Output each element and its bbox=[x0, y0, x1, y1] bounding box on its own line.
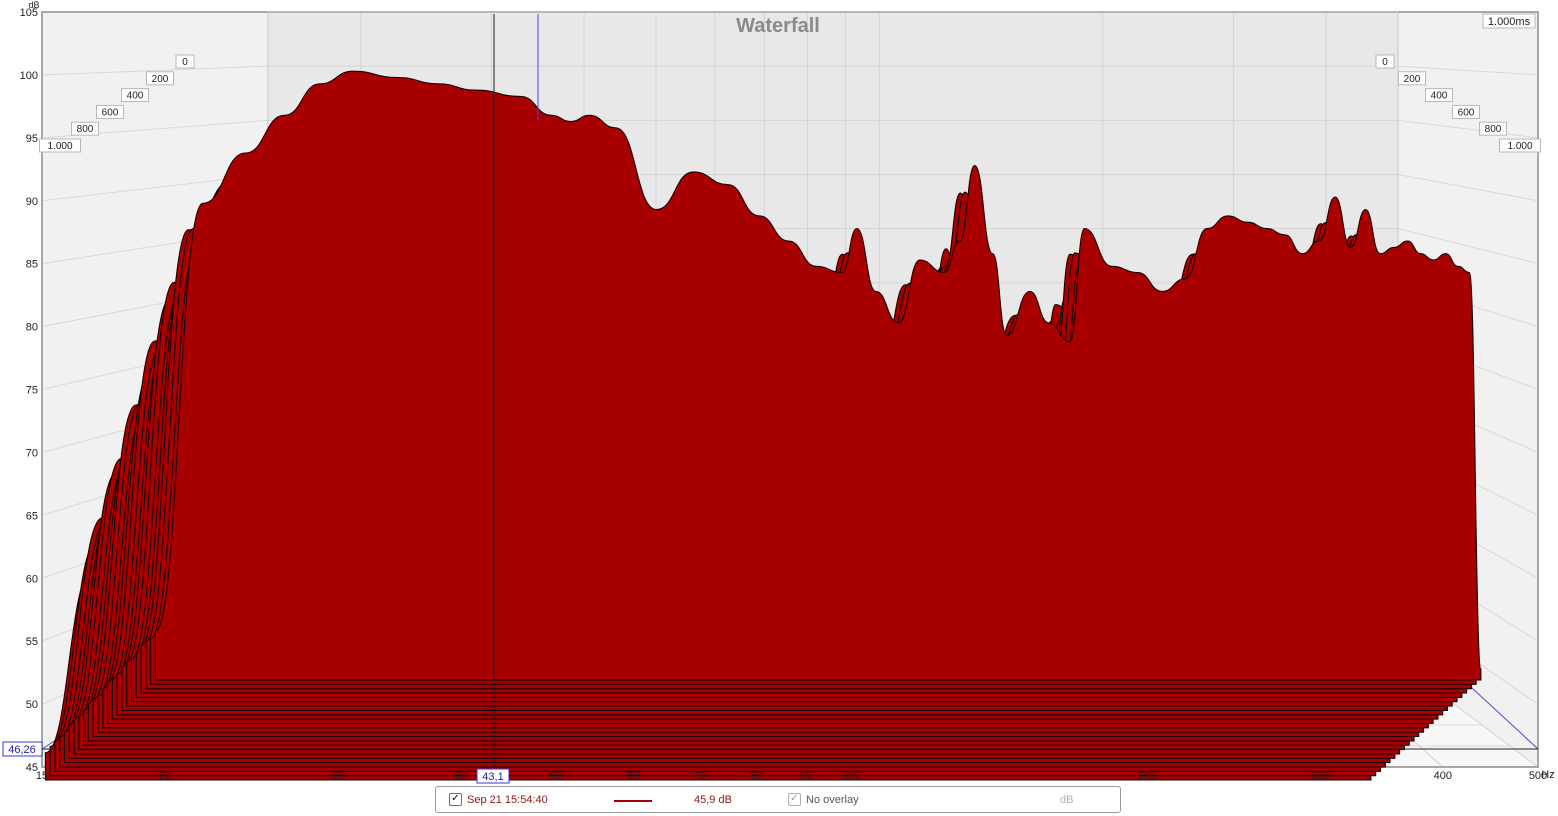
x-tick-label: 90 bbox=[800, 770, 812, 782]
cursor[interactable]: 43,1 46,26 bbox=[2, 14, 1538, 784]
y-axis-unit: dB bbox=[28, 0, 39, 10]
waterfall-surface bbox=[44, 70, 1482, 781]
x-tick-label: 300 bbox=[1311, 770, 1329, 782]
grid-right-wall-line bbox=[1397, 65, 1539, 76]
y-tick-label: 65 bbox=[26, 510, 38, 522]
y-tick-label: 90 bbox=[26, 196, 38, 208]
y-tick-label: 70 bbox=[26, 447, 38, 459]
y-tick-label: 60 bbox=[26, 573, 38, 585]
x-tick-label: 15 bbox=[36, 770, 48, 782]
y-tick-label: 95 bbox=[26, 133, 38, 145]
time-tick-box bbox=[121, 88, 149, 103]
grid-right-wall-line bbox=[1397, 119, 1539, 139]
x-tick-label: 50 bbox=[550, 770, 562, 782]
y-tick-label: 50 bbox=[26, 699, 38, 711]
cursor-x-readout: 43,1 bbox=[482, 771, 503, 783]
time-tick-box bbox=[1452, 104, 1480, 119]
y-tick-label: 45 bbox=[26, 762, 38, 774]
time-tick-box bbox=[96, 104, 124, 119]
x-tick-label: 400 bbox=[1434, 770, 1452, 782]
time-tick-label: 0 bbox=[182, 57, 188, 68]
measurement-value: 45,9 dB bbox=[694, 794, 732, 806]
time-tick-box bbox=[71, 121, 99, 136]
grid-left-wall-line bbox=[41, 65, 269, 76]
y-axis: 45 50 55 60 65 70 75 80 85 90 95 100 105 bbox=[20, 7, 38, 774]
time-window-label: 1.000ms bbox=[1488, 16, 1531, 28]
x-tick-label: 100 bbox=[842, 770, 860, 782]
cursor-y-readout-box bbox=[2, 741, 43, 757]
time-tick-label: 200 bbox=[152, 74, 169, 85]
time-tick-label: 0 bbox=[1382, 57, 1388, 68]
grid-right-wall-line bbox=[1397, 174, 1539, 202]
overlay-label[interactable]: No overlay bbox=[806, 794, 859, 806]
time-tick-label: 1.000 bbox=[1507, 141, 1532, 152]
y-tick-label: 100 bbox=[20, 70, 38, 82]
time-tick-label: 800 bbox=[1485, 124, 1502, 135]
time-axis-right: 0 200 400 600 800 1.000 bbox=[1375, 54, 1541, 153]
time-tick-box bbox=[1499, 138, 1541, 153]
time-tick-label: 200 bbox=[1404, 74, 1421, 85]
y-tick-label: 85 bbox=[26, 259, 38, 271]
measurement-label[interactable]: Sep 21 15:54:40 bbox=[467, 794, 548, 806]
x-tick-label: 20 bbox=[159, 770, 171, 782]
x-axis: 15 20 30 40 50 60 70 80 90 100 200 300 400 500 bbox=[36, 770, 1547, 782]
grid-right-wall-line bbox=[1397, 228, 1539, 265]
chart-title: Waterfall bbox=[736, 15, 820, 37]
time-tick-label: 1.000 bbox=[47, 141, 72, 152]
unit-label: dB bbox=[1060, 794, 1074, 806]
time-tick-label: 600 bbox=[102, 107, 119, 118]
time-tick-box bbox=[146, 71, 174, 86]
waterfall-chart[interactable]: 45 50 55 60 65 70 75 80 85 90 95 100 105 15 20 30 40 50 6… bbox=[0, 0, 1558, 786]
x-tick-label: 200 bbox=[1138, 770, 1156, 782]
legend-bar: ✓ Sep 21 15:54:40 45,9 dB ✓ No overlay d… bbox=[435, 786, 1121, 813]
time-tick-box bbox=[1479, 121, 1507, 136]
overlay-checkbox[interactable]: ✓ bbox=[788, 793, 801, 806]
x-tick-label: 80 bbox=[750, 770, 762, 782]
x-axis-unit: Hz bbox=[1541, 769, 1554, 781]
time-tick-box bbox=[1425, 88, 1453, 103]
time-tick-box bbox=[175, 54, 195, 69]
time-tick-label: 600 bbox=[1458, 107, 1475, 118]
measurement-line-swatch bbox=[614, 800, 652, 802]
time-tick-label: 400 bbox=[1431, 91, 1448, 102]
time-axis-left: 0 200 400 600 800 1.000 bbox=[39, 54, 195, 153]
x-tick-label: 70 bbox=[693, 770, 705, 782]
time-window-box bbox=[1482, 13, 1536, 29]
y-tick-label: 75 bbox=[26, 385, 38, 397]
cursor-x-readout-box bbox=[476, 768, 510, 784]
x-tick-label: 60 bbox=[627, 770, 639, 782]
x-tick-label: 40 bbox=[454, 770, 466, 782]
cursor-y-readout: 46,26 bbox=[8, 744, 36, 756]
measurement-checkbox[interactable]: ✓ bbox=[449, 793, 462, 806]
y-tick-label: 105 bbox=[20, 7, 38, 19]
x-tick-label: 30 bbox=[332, 770, 344, 782]
time-tick-box bbox=[1398, 71, 1426, 86]
time-tick-label: 800 bbox=[77, 124, 94, 135]
time-tick-label: 400 bbox=[127, 91, 144, 102]
time-tick-box bbox=[1375, 54, 1395, 69]
y-tick-label: 80 bbox=[26, 322, 38, 334]
x-tick-label: 500 bbox=[1529, 770, 1547, 782]
y-tick-label: 55 bbox=[26, 636, 38, 648]
time-tick-box bbox=[39, 138, 81, 153]
